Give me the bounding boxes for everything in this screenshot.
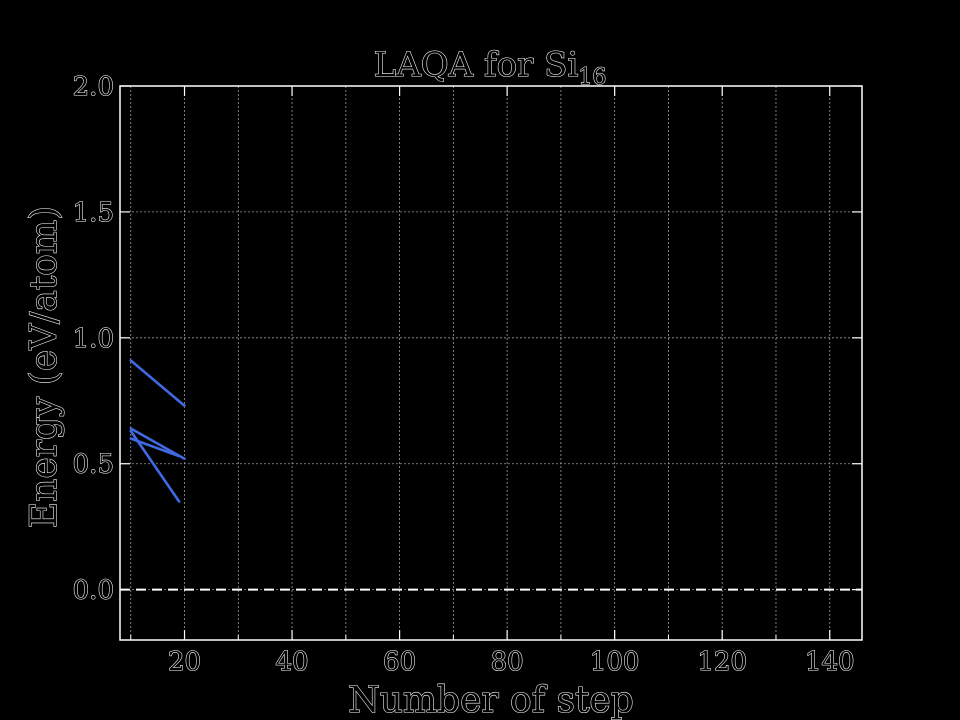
x-tick-label: 140 — [805, 647, 855, 677]
chart-title: LAQA for Si16 — [374, 45, 607, 90]
y-tick-label: 1.5 — [73, 198, 114, 228]
series-group — [129, 359, 186, 503]
series-line — [129, 359, 186, 408]
y-axis-label: Energy (eV/atom) — [24, 206, 65, 528]
y-tick-label: 1.0 — [73, 324, 114, 354]
chart-title-subscript: 16 — [578, 65, 606, 90]
y-tick-label: 0.0 — [73, 576, 114, 606]
series-line — [129, 429, 181, 503]
ticks: 20 40 60 80 100 120 140 0.0 0.5 1.0 1.5 2.0 — [72, 71, 862, 678]
grid — [120, 85, 862, 640]
x-tick-label: 20 — [168, 647, 201, 677]
chart-title-main: LAQA for Si — [374, 45, 579, 85]
x-tick-label: 40 — [276, 647, 309, 677]
y-tick-label: 2.0 — [73, 72, 114, 102]
x-tick-label: 60 — [383, 647, 416, 677]
x-tick-label: 100 — [590, 647, 640, 677]
x-tick-label: 80 — [491, 647, 524, 677]
x-tick-label: 120 — [697, 647, 747, 677]
plot-frame — [119, 85, 863, 641]
y-tick-label: 0.5 — [73, 450, 114, 480]
x-axis-label: Number of step — [348, 680, 634, 720]
